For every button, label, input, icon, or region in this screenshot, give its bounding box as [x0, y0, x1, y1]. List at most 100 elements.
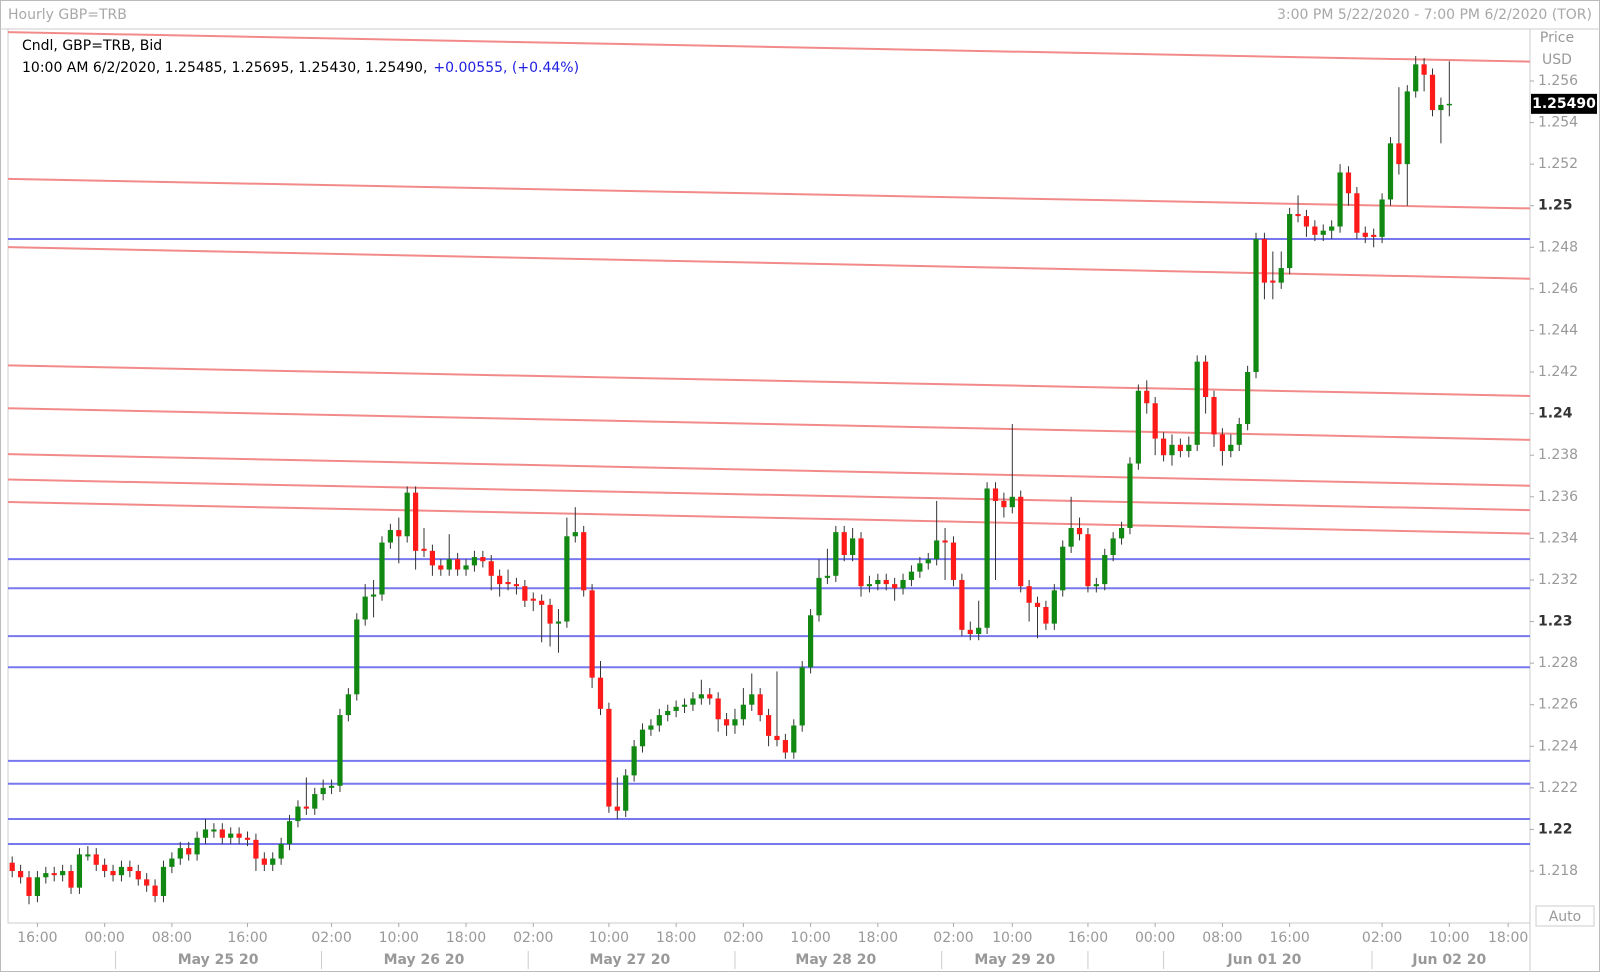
candle-body — [1261, 238, 1268, 283]
candle-body — [76, 854, 83, 888]
candle-body — [799, 667, 805, 726]
x-tick-label: 02:00 — [311, 930, 351, 946]
candle-body — [791, 725, 797, 753]
candle-body — [228, 833, 234, 838]
y-tick-label: 1.22 — [1538, 821, 1573, 837]
candle-body — [102, 864, 108, 872]
day-label: Jun 02 20 — [1411, 952, 1486, 968]
candle-body — [690, 698, 696, 705]
candle-body — [505, 582, 511, 585]
candle-body — [34, 877, 41, 896]
candle-body — [1169, 444, 1175, 456]
candle-body — [471, 557, 478, 566]
candle-body — [270, 858, 276, 865]
candle-body — [1211, 396, 1217, 435]
candle-body — [934, 540, 940, 560]
candle-body — [581, 532, 587, 591]
y-tick-label: 1.242 — [1538, 364, 1578, 380]
candle-body — [1253, 238, 1259, 373]
candle-body — [530, 598, 536, 601]
candle-body — [757, 694, 763, 716]
candle-body — [1219, 434, 1226, 452]
day-label: May 28 20 — [795, 952, 876, 968]
candle-body — [1009, 496, 1015, 508]
y-tick-label: 1.24 — [1538, 406, 1573, 422]
candle-body — [900, 579, 906, 589]
candle-body — [547, 604, 553, 624]
candle-body — [1404, 91, 1410, 165]
last-price-box — [1531, 93, 1597, 114]
candle-body — [715, 698, 721, 720]
candle-body — [723, 719, 730, 726]
change-info: +0.00555, (+0.44%) — [433, 60, 579, 76]
candle-body — [513, 584, 520, 587]
candle-body — [463, 565, 469, 570]
y-tick-label: 1.246 — [1538, 281, 1578, 297]
candle-body — [673, 706, 679, 711]
y-tick-label: 1.254 — [1538, 115, 1578, 131]
candle-body — [1127, 463, 1133, 528]
candle-body — [917, 563, 923, 572]
candle-body — [68, 871, 74, 888]
candle-body — [816, 577, 822, 616]
x-tick-label: 02:00 — [513, 930, 553, 946]
candle-body — [211, 829, 217, 832]
candle-body — [875, 579, 881, 585]
x-tick-label: 16:00 — [1269, 930, 1309, 946]
x-tick-label: 10:00 — [589, 930, 629, 946]
candle-body — [312, 794, 318, 809]
candle-body — [749, 694, 755, 705]
trendline — [7, 407, 1531, 441]
candle-body — [51, 873, 57, 876]
candle-body — [1387, 143, 1394, 200]
candle-body — [497, 575, 503, 585]
candle-body — [1001, 500, 1007, 508]
y-tick-label: 1.236 — [1538, 489, 1578, 505]
auto-label[interactable]: Auto — [1549, 909, 1582, 925]
candle-body — [379, 542, 385, 595]
candle-body — [1043, 606, 1049, 624]
candle-body — [1118, 527, 1125, 539]
y-tick-label: 1.256 — [1538, 73, 1578, 89]
candle-body — [992, 488, 999, 501]
candle-body — [614, 806, 620, 811]
candle-body — [589, 590, 595, 678]
candle-body — [1270, 280, 1276, 283]
y-tick-label: 1.228 — [1538, 655, 1578, 671]
x-tick-label: 18:00 — [858, 930, 898, 946]
candle-body — [1236, 424, 1242, 445]
candle-body — [866, 584, 873, 587]
candle-body — [1354, 193, 1360, 233]
candle-body — [959, 579, 965, 630]
candle-body — [1320, 230, 1326, 235]
day-label: May 29 20 — [974, 952, 1055, 968]
candle-body — [177, 848, 183, 859]
candle-body — [18, 871, 24, 878]
candle-body — [455, 559, 461, 570]
trendline — [7, 478, 1531, 512]
candle-body — [93, 854, 99, 865]
x-tick-label: 18:00 — [656, 930, 696, 946]
candle-body — [412, 492, 419, 551]
candle-body — [1345, 172, 1352, 194]
candle-body — [1051, 590, 1057, 624]
candle-body — [1287, 214, 1293, 269]
candle-body — [765, 715, 772, 736]
candle-body — [1429, 74, 1436, 111]
x-tick-label: 18:00 — [446, 930, 486, 946]
y-tick-label: 1.224 — [1538, 738, 1578, 754]
candle-body — [967, 629, 973, 635]
auto-button[interactable] — [1535, 905, 1595, 927]
candle-body — [1295, 214, 1301, 217]
x-tick-label: 10:00 — [992, 930, 1032, 946]
candle-body — [295, 806, 301, 822]
candle-body — [1085, 534, 1091, 587]
day-label: May 25 20 — [178, 952, 259, 968]
candle-body — [438, 565, 444, 570]
candle-body — [1202, 361, 1209, 397]
candle-body — [488, 561, 494, 576]
candle-body — [892, 584, 898, 589]
candle-body — [1160, 438, 1167, 456]
y-tick-label: 1.222 — [1538, 780, 1578, 796]
